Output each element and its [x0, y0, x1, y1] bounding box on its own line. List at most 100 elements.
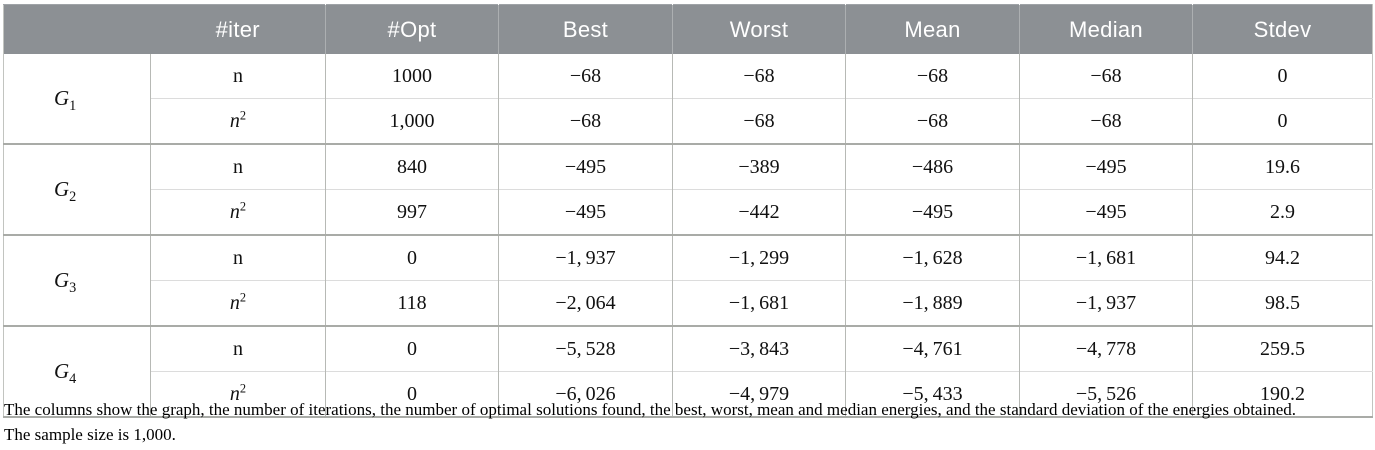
cell-worst: −4, 979	[672, 371, 846, 417]
cell-opt: 1000	[325, 54, 499, 99]
graph-subscript: 3	[69, 280, 77, 297]
iter-label: n	[229, 291, 240, 314]
cell-stdev: 0	[1192, 54, 1373, 99]
cell-stdev: 0	[1192, 98, 1373, 144]
cell-stdev: 259.5	[1192, 325, 1373, 372]
cell-iter: n2	[150, 280, 326, 326]
cell-worst: −442	[672, 189, 846, 235]
cell-worst: −3, 843	[672, 325, 846, 372]
cell-worst: −389	[672, 143, 846, 190]
cell-best: −495	[498, 189, 673, 235]
cell-mean: −68	[845, 98, 1020, 144]
cell-best: −495	[498, 143, 673, 190]
cell-stdev: 98.5	[1192, 280, 1373, 326]
table-row-g2-n: G2 n 840 −495 −389 −486 −495 19.6	[3, 143, 1373, 235]
table-row-g1-n: G1 n 1000 −68 −68 −68 −68 0	[4, 54, 1373, 113]
cell-iter: n	[150, 234, 326, 281]
cell-best: −68	[498, 54, 673, 99]
graph-name: G	[54, 268, 70, 292]
cell-opt: 840	[325, 143, 499, 190]
table-row-g3-n: G3 n 0 −1, 937 −1, 299 −1, 628 −1, 681 9…	[3, 234, 1373, 326]
iter-label: n	[229, 109, 240, 132]
cell-median: −495	[1019, 143, 1193, 190]
graph-label-g4: G4	[3, 325, 151, 417]
cell-worst: −1, 299	[672, 234, 846, 281]
cell-stdev: 94.2	[1192, 234, 1373, 281]
cell-median: −495	[1019, 189, 1193, 235]
cell-median: −4, 778	[1019, 325, 1193, 372]
graph-label-g1: G1	[4, 54, 151, 144]
cell-median: −1, 937	[1019, 280, 1193, 326]
table-row-g4-n: G4 n 0 −5, 528 −3, 843 −4, 761 −4, 778 2…	[3, 325, 1373, 417]
col-header-median: Median	[1019, 4, 1193, 54]
iter-exponent: 2	[239, 107, 247, 122]
table-row-g4-n2: n2 0 −6, 026 −4, 979 −5, 433 −5, 526 190…	[4, 371, 1373, 417]
cell-worst: −68	[672, 98, 846, 144]
cell-iter: n2	[150, 189, 326, 235]
iter-label: n	[233, 64, 243, 87]
cell-best: −1, 937	[498, 234, 673, 281]
cell-iter: n	[150, 54, 326, 99]
cell-iter: n2	[150, 98, 326, 144]
cell-mean: −486	[845, 143, 1020, 190]
cell-opt: 0	[325, 325, 499, 372]
col-header-iter: #iter	[150, 4, 326, 54]
cell-best: −68	[498, 98, 673, 144]
cell-best: −6, 026	[498, 371, 673, 417]
cell-best: −2, 064	[498, 280, 673, 326]
cell-opt: 118	[325, 280, 499, 326]
col-header-graph	[3, 4, 151, 54]
iter-label: n	[229, 200, 240, 223]
col-header-stdev: Stdev	[1192, 4, 1373, 54]
graph-subscript: 2	[69, 189, 77, 206]
graph-name: G	[54, 359, 70, 383]
cell-median: −1, 681	[1019, 234, 1193, 281]
header-row: #iter #Opt Best Worst Mean Median Stdev	[3, 4, 1373, 54]
iter-label: n	[229, 382, 240, 405]
cell-iter: n	[150, 325, 326, 372]
cell-mean: −4, 761	[845, 325, 1020, 372]
cell-stdev: 190.2	[1192, 371, 1373, 417]
cell-median: −5, 526	[1019, 371, 1193, 417]
graph-subscript: 1	[69, 98, 77, 115]
caption-line-2: The sample size is 1,000.	[4, 424, 176, 444]
cell-worst: −68	[672, 54, 846, 99]
table-row-g2-n2: n2 997 −495 −442 −495 −495 2.9	[4, 189, 1373, 235]
cell-mean: −495	[845, 189, 1020, 235]
cell-opt: 0	[325, 234, 499, 281]
cell-best: −5, 528	[498, 325, 673, 372]
graph-name: G	[54, 86, 70, 110]
caption-line-1: The columns show the graph, the number o…	[4, 400, 1296, 419]
cell-stdev: 2.9	[1192, 189, 1373, 235]
iter-exponent: 2	[239, 289, 247, 304]
cell-median: −68	[1019, 54, 1193, 99]
col-header-worst: Worst	[672, 4, 846, 54]
cell-opt: 1,000	[325, 98, 499, 144]
col-header-opt: #Opt	[325, 4, 499, 54]
table-row-g1-n2: n2 1,000 −68 −68 −68 −68 0	[4, 98, 1373, 144]
col-header-mean: Mean	[845, 4, 1020, 54]
iter-label: n	[233, 246, 243, 269]
cell-mean: −68	[845, 54, 1020, 99]
iter-label: n	[233, 155, 243, 178]
cell-iter: n	[150, 143, 326, 190]
iter-label: n	[233, 337, 243, 360]
cell-mean: −1, 889	[845, 280, 1020, 326]
graph-label-g2: G2	[3, 143, 151, 235]
cell-mean: −5, 433	[845, 371, 1020, 417]
col-header-best: Best	[498, 4, 673, 54]
iter-exponent: 2	[239, 380, 247, 395]
cell-mean: −1, 628	[845, 234, 1020, 281]
graph-label-g3: G3	[3, 234, 151, 326]
table-row-g3-n2: n2 118 −2, 064 −1, 681 −1, 889 −1, 937 9…	[4, 280, 1373, 326]
cell-worst: −1, 681	[672, 280, 846, 326]
table-caption: The columns show the graph, the number o…	[4, 398, 1373, 448]
graph-name: G	[54, 177, 70, 201]
cell-stdev: 19.6	[1192, 143, 1373, 190]
cell-median: −68	[1019, 98, 1193, 144]
cell-iter: n2	[150, 371, 326, 417]
cell-opt: 0	[325, 371, 499, 417]
graph-subscript: 4	[69, 371, 77, 388]
iter-exponent: 2	[239, 198, 247, 213]
